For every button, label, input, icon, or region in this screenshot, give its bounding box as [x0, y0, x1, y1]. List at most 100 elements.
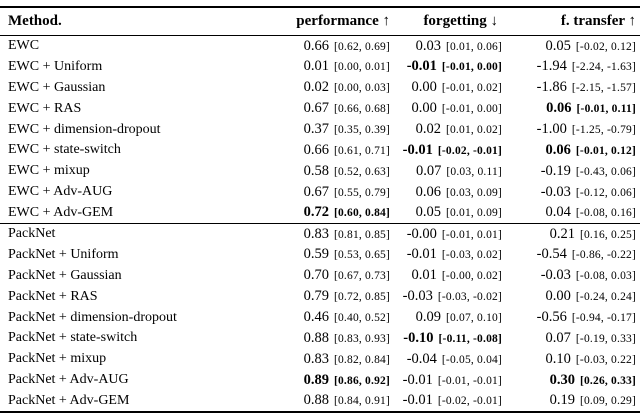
method-cell: PackNet + Gaussian [8, 267, 122, 283]
forgetting-ci: [0.03, 0.11] [446, 165, 502, 178]
transfer-ci: [-0.01, 0.11] [576, 103, 636, 116]
method-cell: PackNet + Uniform [8, 246, 119, 262]
performance-ci: [0.40, 0.52] [333, 312, 390, 325]
col-header-forgetting: forgetting ↓ [390, 7, 502, 36]
table-row: EWC + Gaussian 0.02 [0.00, 0.03] 0.00 [-… [0, 77, 640, 98]
forgetting-value: -0.01 [402, 371, 433, 388]
forgetting-cell: -0.01 [-0.02, -0.01] [390, 391, 502, 412]
group-packnet: PackNet 0.83 [0.81, 0.85] -0.00 [-0.01, … [0, 223, 640, 412]
performance-ci: [0.72, 0.85] [333, 291, 390, 304]
transfer-value: -1.00 [536, 121, 567, 137]
performance-ci: [0.52, 0.63] [333, 165, 390, 178]
performance-value: 0.66 [303, 37, 329, 54]
transfer-ci: [-0.03, 0.22] [575, 353, 636, 366]
transfer-value: 0.21 [549, 225, 575, 242]
performance-cell: 0.46 [0.40, 0.52] [232, 307, 390, 328]
method-cell: EWC [8, 38, 40, 54]
transfer-value: 0.30 [549, 371, 575, 388]
performance-value: 0.79 [303, 288, 329, 305]
performance-cell: 0.88 [0.84, 0.91] [232, 391, 390, 412]
transfer-value: 0.19 [549, 392, 575, 409]
performance-value: 0.70 [303, 267, 329, 284]
forgetting-ci: [0.01, 0.06] [445, 40, 502, 53]
forgetting-ci: [-0.01, -0.01] [437, 374, 502, 387]
table-row: PackNet + RAS 0.79 [0.72, 0.85] -0.03 [-… [0, 286, 640, 307]
transfer-value: -0.54 [536, 246, 567, 263]
forgetting-ci: [-0.01, 0.00] [441, 61, 502, 74]
performance-cell: 0.58 [0.52, 0.63] [232, 161, 390, 182]
forgetting-cell: -0.01 [-0.03, 0.02] [390, 244, 502, 265]
transfer-ci: [-0.24, 0.24] [575, 291, 636, 304]
transfer-ci: [0.16, 0.25] [579, 228, 636, 241]
transfer-value: 0.07 [545, 329, 571, 346]
transfer-value: -0.19 [540, 162, 571, 179]
transfer-cell: -1.94 [-2.24, -1.63] [502, 56, 640, 77]
col-header-f-transfer: f. transfer ↑ [502, 7, 640, 36]
performance-ci: [0.86, 0.92] [333, 374, 390, 387]
transfer-cell: -0.54 [-0.86, -0.22] [502, 244, 640, 265]
transfer-value: 0.05 [545, 37, 571, 54]
method-cell: EWC + Uniform [8, 58, 103, 74]
forgetting-cell: 0.09 [0.07, 0.10] [390, 307, 502, 328]
transfer-ci: [0.09, 0.29] [579, 395, 636, 408]
forgetting-ci: [-0.00, 0.02] [441, 270, 502, 283]
header-row: Method. performance ↑ forgetting ↓ f. tr… [0, 7, 640, 36]
method-cell: EWC + RAS [8, 100, 82, 116]
performance-value: 0.58 [303, 162, 329, 179]
forgetting-cell: 0.05 [0.01, 0.09] [390, 203, 502, 224]
performance-value: 0.89 [303, 371, 329, 388]
transfer-ci: [-0.86, -0.22] [571, 249, 636, 262]
performance-value: 0.83 [303, 350, 329, 367]
table-row: PackNet + Adv-GEM 0.88 [0.84, 0.91] -0.0… [0, 391, 640, 412]
method-cell: PackNet + dimension-dropout [8, 309, 177, 325]
forgetting-value: -0.04 [406, 350, 437, 367]
transfer-ci: [-0.01, 0.12] [575, 144, 636, 157]
forgetting-value: -0.01 [402, 392, 433, 409]
transfer-value: -0.03 [540, 267, 571, 284]
method-cell: EWC + Adv-GEM [8, 204, 114, 220]
performance-ci: [0.84, 0.91] [333, 395, 390, 408]
transfer-cell: -1.00 [-1.25, -0.79] [502, 119, 640, 140]
performance-cell: 0.70 [0.67, 0.73] [232, 265, 390, 286]
forgetting-cell: -0.01 [-0.01, 0.00] [390, 56, 502, 77]
method-cell: PackNet + mixup [8, 351, 107, 367]
table-row: EWC + state-switch 0.66 [0.61, 0.71] -0.… [0, 140, 640, 161]
performance-value: 0.83 [303, 225, 329, 242]
table-row: PackNet + state-switch 0.88 [0.83, 0.93]… [0, 328, 640, 349]
table-row: PackNet + Adv-AUG 0.89 [0.86, 0.92] -0.0… [0, 370, 640, 391]
transfer-cell: 0.30 [0.26, 0.33] [502, 370, 640, 391]
forgetting-cell: 0.00 [-0.01, 0.02] [390, 77, 502, 98]
forgetting-ci: [-0.01, 0.02] [441, 82, 502, 95]
performance-cell: 0.83 [0.82, 0.84] [232, 349, 390, 370]
group-ewc: EWC 0.66 [0.62, 0.69] 0.03 [0.01, 0.06] … [0, 36, 640, 224]
transfer-value: 0.04 [545, 204, 571, 221]
forgetting-value: 0.07 [415, 162, 442, 179]
performance-cell: 0.66 [0.61, 0.71] [232, 140, 390, 161]
forgetting-value: 0.02 [415, 121, 441, 137]
table-row: EWC + RAS 0.67 [0.66, 0.68] 0.00 [-0.01,… [0, 98, 640, 119]
transfer-ci: [-0.12, 0.06] [575, 186, 636, 199]
forgetting-cell: 0.06 [0.03, 0.09] [390, 182, 502, 203]
forgetting-cell: 0.00 [-0.01, 0.00] [390, 98, 502, 119]
forgetting-value: 0.01 [411, 267, 437, 284]
performance-cell: 0.72 [0.60, 0.84] [232, 203, 390, 224]
transfer-cell: -0.03 [-0.12, 0.06] [502, 182, 640, 203]
table-header: Method. performance ↑ forgetting ↓ f. tr… [0, 7, 640, 36]
forgetting-ci: [-0.03, 0.02] [441, 249, 502, 262]
performance-cell: 0.66 [0.62, 0.69] [232, 36, 390, 57]
performance-value: 0.67 [303, 183, 329, 200]
transfer-ci: [-0.94, -0.17] [571, 312, 636, 325]
transfer-cell: 0.00 [-0.24, 0.24] [502, 286, 640, 307]
performance-value: 0.02 [303, 79, 329, 96]
table-row: EWC + Uniform 0.01 [0.00, 0.01] -0.01 [-… [0, 56, 640, 77]
forgetting-value: -0.01 [402, 141, 433, 158]
transfer-cell: -0.03 [-0.08, 0.03] [502, 265, 640, 286]
performance-value: 0.66 [303, 141, 329, 158]
performance-ci: [0.82, 0.84] [333, 353, 390, 366]
performance-cell: 0.83 [0.81, 0.85] [232, 224, 390, 245]
forgetting-ci: [0.01, 0.09] [445, 207, 502, 220]
performance-ci: [0.00, 0.03] [333, 82, 390, 95]
forgetting-value: -0.03 [402, 288, 433, 305]
performance-value: 0.72 [303, 204, 329, 221]
performance-ci: [0.55, 0.79] [333, 186, 390, 199]
